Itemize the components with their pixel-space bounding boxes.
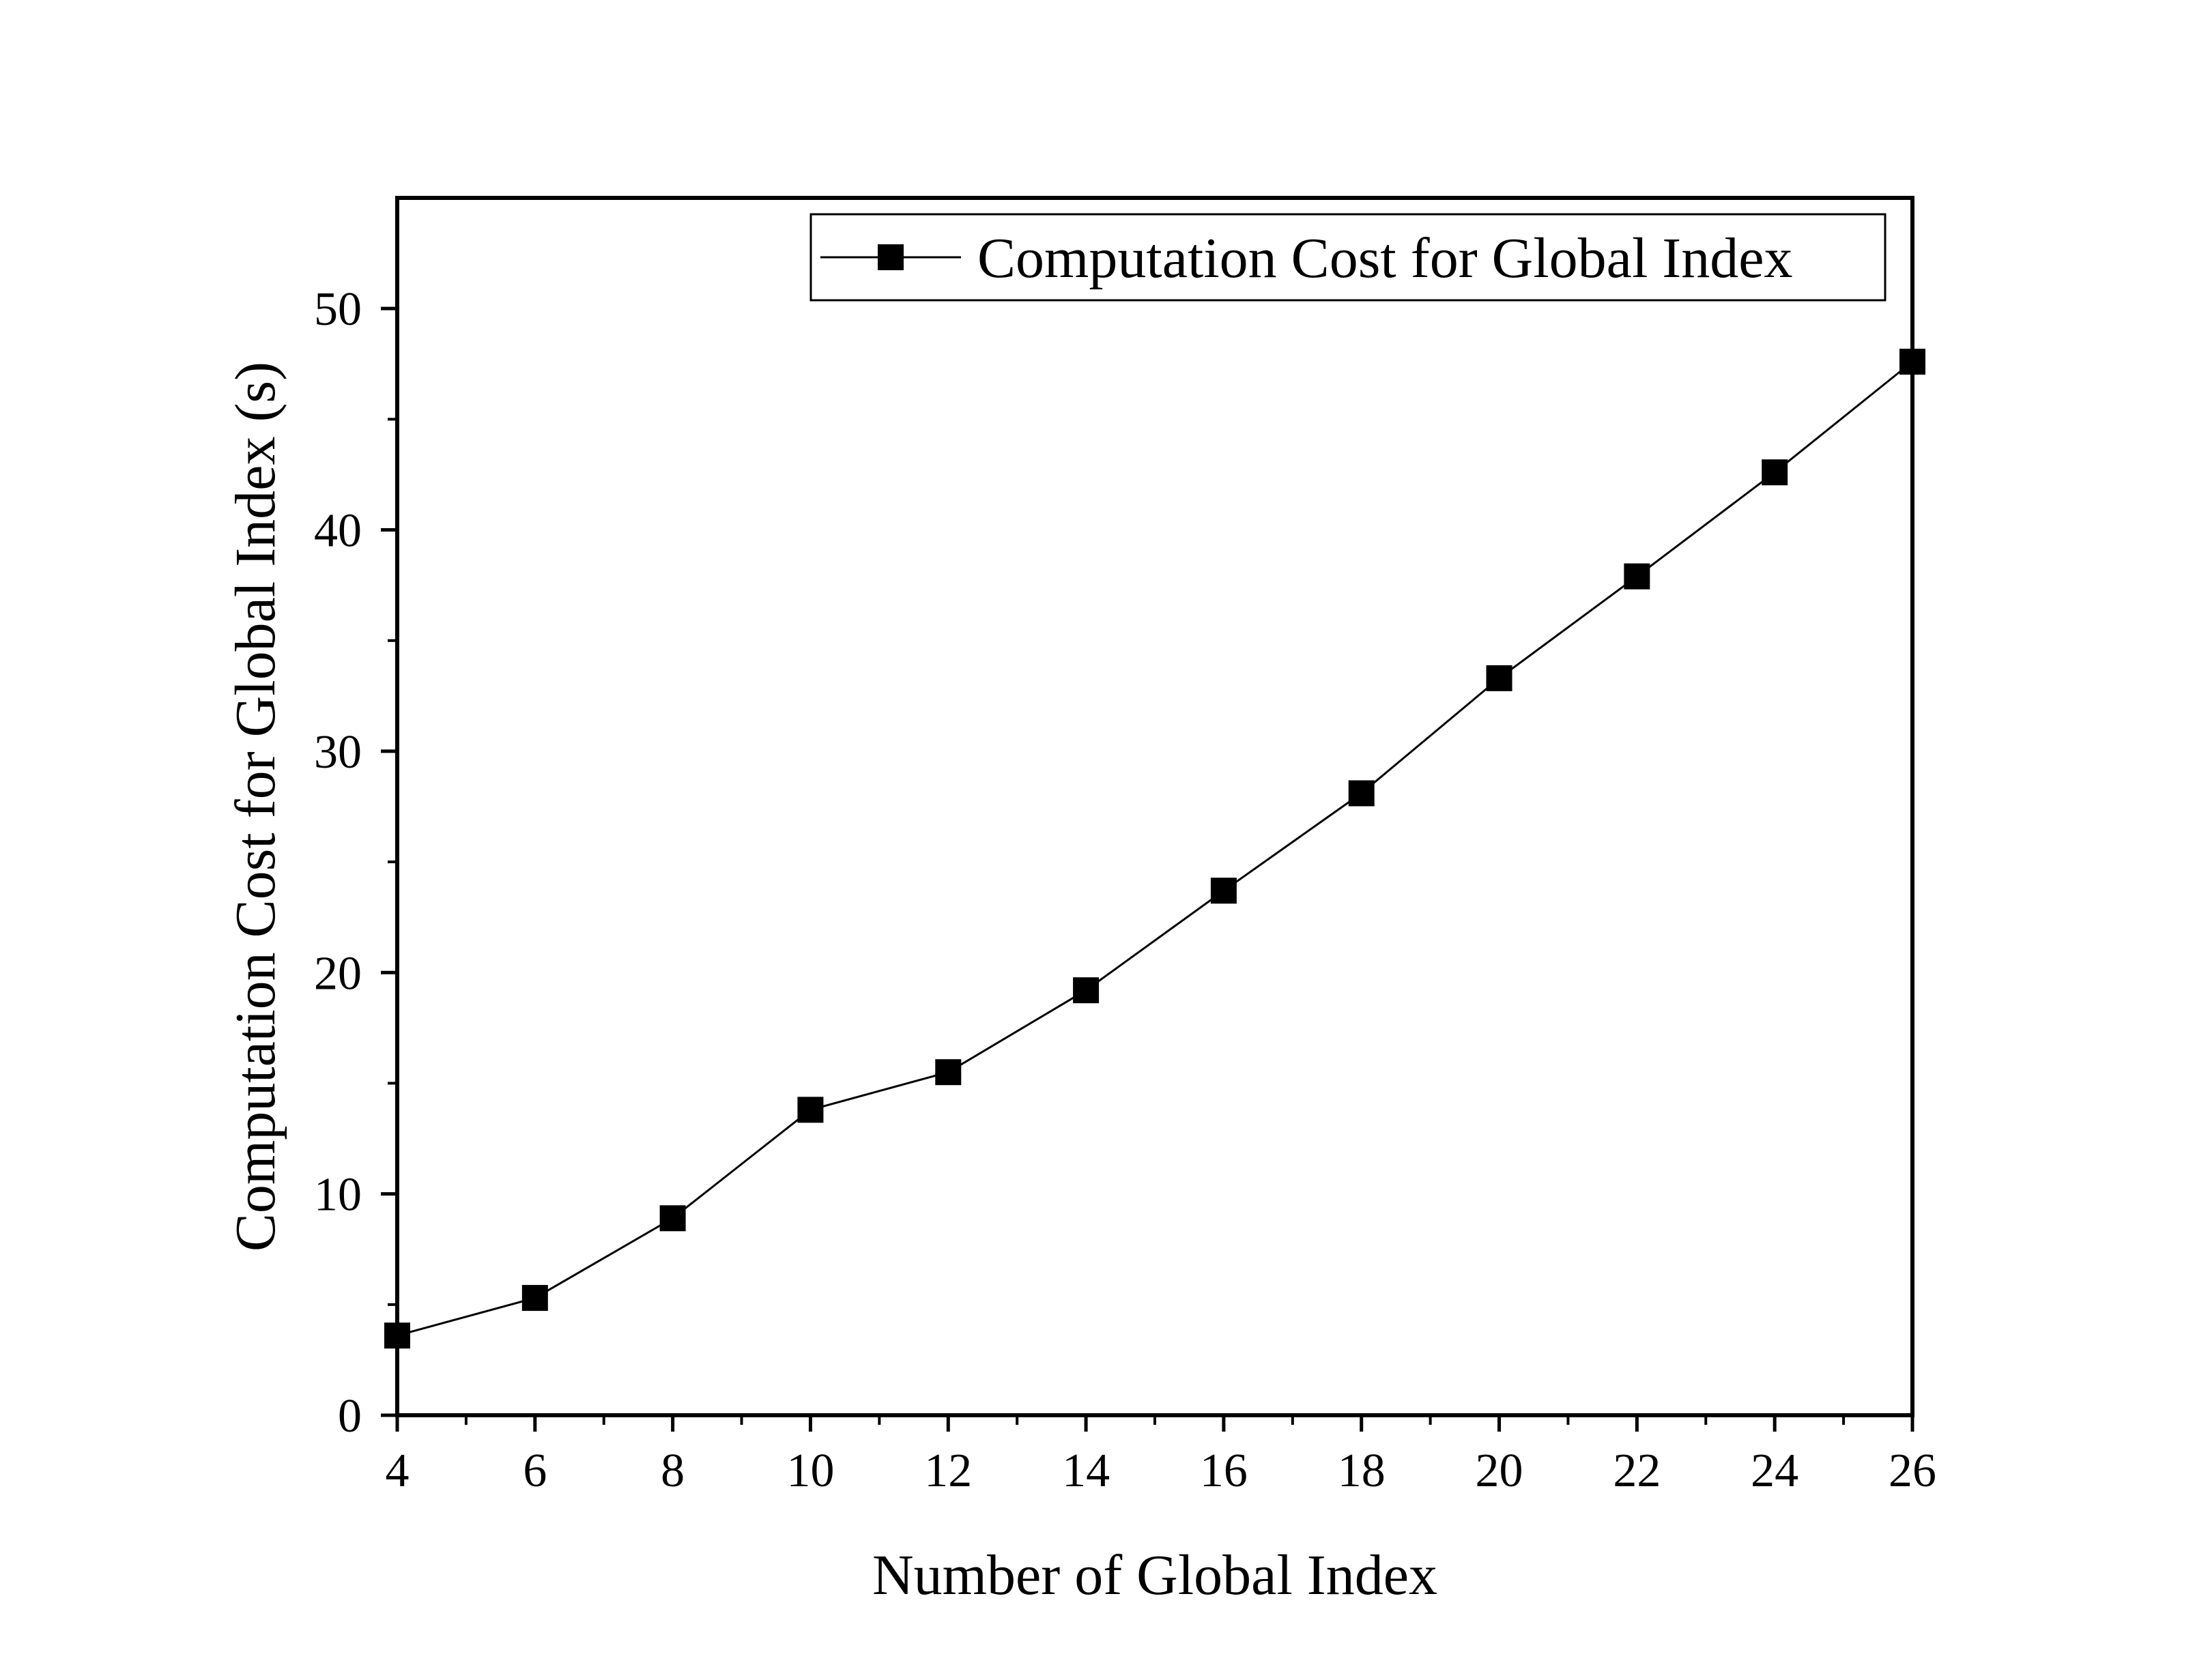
legend-box xyxy=(809,213,1886,302)
x-tick-label: 22 xyxy=(1613,1445,1661,1497)
legend-marker-square xyxy=(878,244,904,270)
x-tick-label: 12 xyxy=(924,1445,972,1497)
y-tick-label: 10 xyxy=(314,1169,362,1221)
x-tick-label: 16 xyxy=(1200,1445,1248,1497)
y-tick-label: 40 xyxy=(314,505,362,557)
labels-layer: 4 6 8 10 12 14 16 18 20 22 24 26 0 10 20 30 40 50 xyxy=(314,283,1936,1497)
x-tick-label: 8 xyxy=(661,1445,685,1497)
legend-label: Computation Cost for Global Index xyxy=(977,227,1793,290)
ticks-layer xyxy=(381,306,1914,1432)
x-tick-label: 24 xyxy=(1751,1445,1798,1497)
y-axis-title: Computation Cost for Global Index (s) xyxy=(224,362,287,1251)
y-tick-label: 50 xyxy=(314,283,362,336)
data-point-marker xyxy=(1073,977,1100,1004)
x-tick-label: 18 xyxy=(1338,1445,1386,1497)
series-line xyxy=(397,360,1913,1337)
data-point-marker xyxy=(521,1285,548,1312)
y-tick-label: 20 xyxy=(314,947,362,1000)
x-tick-label: 10 xyxy=(786,1445,834,1497)
data-point-marker xyxy=(935,1059,962,1086)
x-axis-title: Number of Global Index xyxy=(872,1544,1437,1607)
data-point-marker xyxy=(797,1097,824,1123)
series-layer xyxy=(384,349,1925,1349)
x-tick-label: 6 xyxy=(523,1445,547,1497)
data-point-marker xyxy=(1210,878,1237,904)
y-tick-label: 30 xyxy=(314,726,362,779)
data-point-marker xyxy=(659,1205,686,1232)
x-tick-label: 14 xyxy=(1062,1445,1110,1497)
y-tick-label: 0 xyxy=(338,1390,362,1443)
plot-frame xyxy=(395,196,1914,1417)
x-tick-label: 4 xyxy=(386,1445,410,1497)
x-tick-label: 20 xyxy=(1476,1445,1523,1497)
legend: Computation Cost for Global Index xyxy=(809,213,1886,302)
data-point-marker xyxy=(1762,459,1788,486)
data-point-marker xyxy=(1486,665,1512,691)
data-point-marker xyxy=(1624,563,1650,590)
x-tick-label: 26 xyxy=(1889,1445,1936,1497)
data-point-marker xyxy=(1348,780,1375,807)
